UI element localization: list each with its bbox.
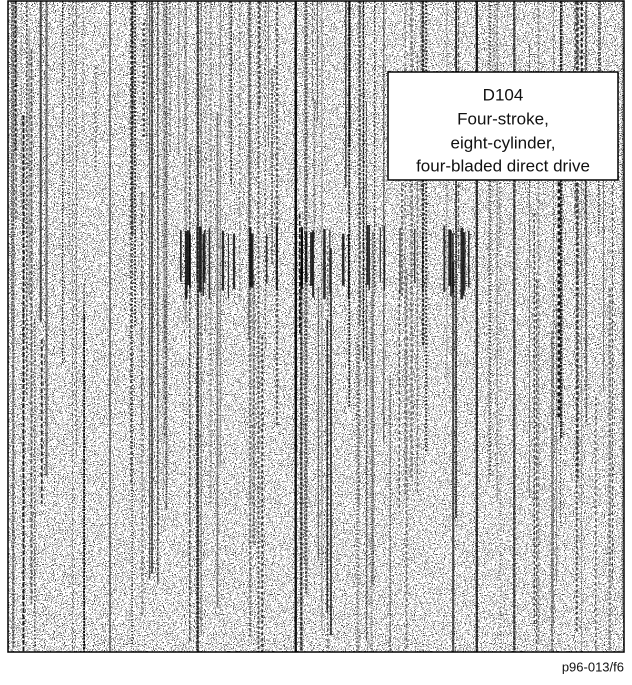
- label-line: four-bladed direct drive: [416, 156, 590, 175]
- label-box: D104 Four-stroke, eight-cylinder, four-b…: [387, 71, 619, 181]
- label-line: eight-cylinder,: [451, 133, 556, 152]
- caption: p96-013/f6: [562, 659, 624, 674]
- label-frame: [387, 71, 619, 181]
- label-line: D104: [483, 85, 524, 104]
- label-line: Four-stroke,: [457, 109, 549, 128]
- streaks: [11, 1, 623, 652]
- frame: [7, 0, 625, 653]
